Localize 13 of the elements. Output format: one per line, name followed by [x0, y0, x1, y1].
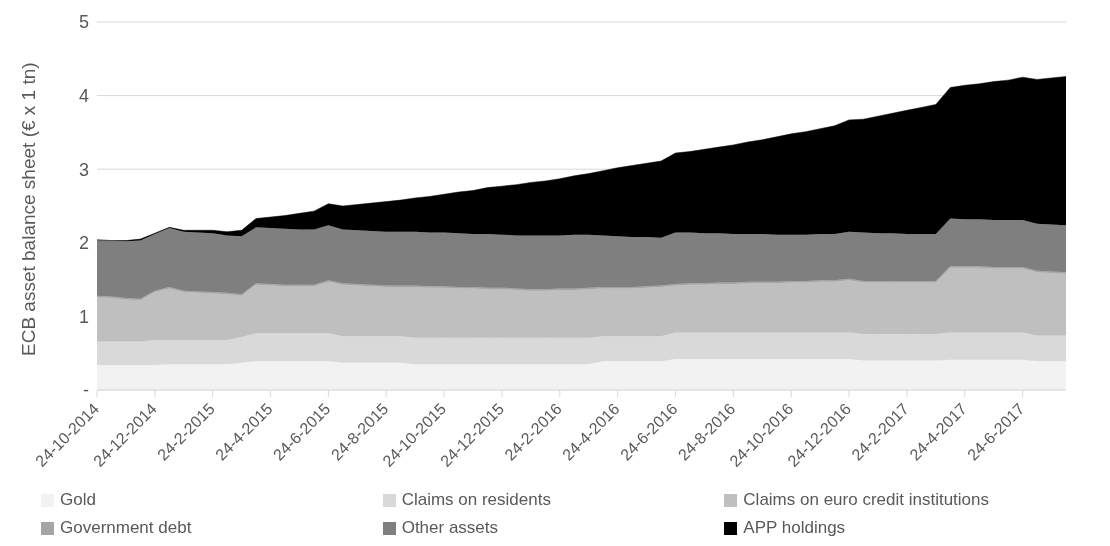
y-tick-label: - [83, 380, 89, 401]
y-axis-title: ECB asset balance sheet (€ x 1 tn) [17, 62, 39, 356]
legend-label: Other assets [401, 518, 499, 538]
y-tick-label: 1 [78, 306, 89, 327]
y-tick-label: 4 [78, 85, 89, 106]
y-tick-label: 5 [78, 12, 89, 33]
legend-label: Claims on residents [401, 490, 551, 510]
legend-label: Claims on euro credit institutions [743, 490, 989, 510]
y-tick-label: 3 [78, 159, 89, 180]
legend-label: Gold [60, 490, 96, 510]
y-tick-label: 2 [78, 233, 89, 254]
legend-label: Government debt [60, 518, 192, 538]
legend-label: APP holdings [743, 518, 846, 538]
